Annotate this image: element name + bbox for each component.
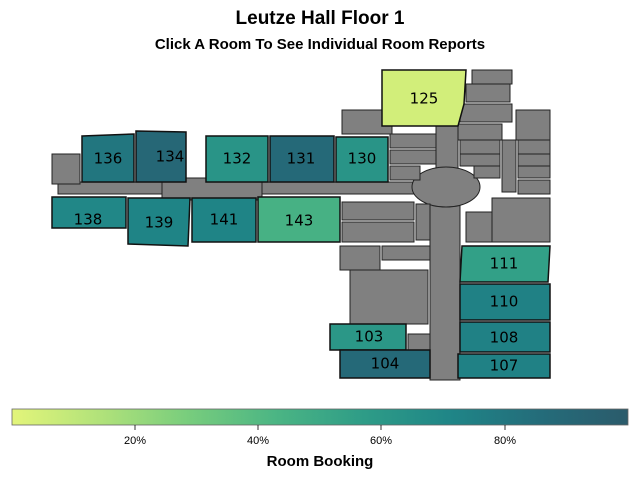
legend-title: Room Booking [267, 453, 374, 470]
building-outline [51, 69, 551, 381]
room-shape[interactable] [127, 197, 191, 247]
room-shape[interactable] [459, 283, 551, 321]
room-shape[interactable] [135, 130, 187, 183]
room-shape[interactable] [457, 353, 551, 379]
legend-color-bar [11, 408, 629, 426]
legend-tick-label: 40% [247, 435, 269, 447]
map-subtitle: Click A Room To See Individual Room Repo… [154, 36, 486, 53]
map-title: Leutze Hall Floor 1 [235, 8, 405, 29]
room-shape[interactable] [81, 133, 135, 183]
room-shape[interactable] [51, 196, 127, 229]
room-shape[interactable] [269, 135, 335, 183]
legend-ticks: 20% 40% 60% 80% [124, 425, 516, 447]
room-shape[interactable] [335, 136, 389, 183]
legend-tick-label: 80% [494, 435, 516, 447]
room-shape[interactable] [257, 196, 341, 243]
room-shape[interactable] [381, 69, 467, 127]
room-shape[interactable] [339, 349, 431, 379]
room-shape[interactable] [205, 135, 269, 183]
room-shape[interactable] [459, 321, 551, 353]
legend-tick-label: 20% [124, 435, 146, 447]
legend-tick-label: 60% [370, 435, 392, 447]
room-shape[interactable] [459, 245, 551, 283]
room-shape[interactable] [191, 197, 257, 243]
